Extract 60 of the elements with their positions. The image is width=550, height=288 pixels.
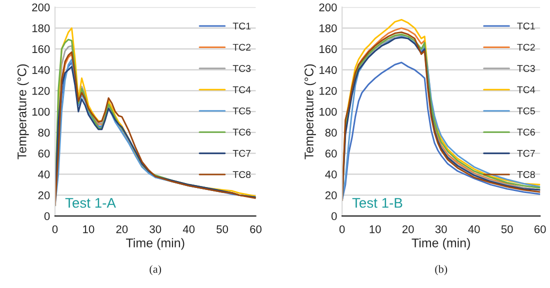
text: (b)	[435, 265, 448, 276]
y-tick-label: 0	[44, 212, 50, 220]
x-tick-label: 50	[501, 225, 513, 234]
y-axis-title: Temperature (°C)	[304, 64, 316, 160]
y-tick-label: 60	[325, 150, 337, 158]
y-tick-label: 60	[38, 150, 50, 158]
x-axis-title: Time (min)	[126, 238, 184, 250]
x-axis-title: Time (min)	[412, 238, 470, 250]
x-tick-label: 30	[150, 225, 162, 234]
x-tick-label: 0	[339, 225, 345, 234]
legend-label: TC1	[232, 22, 251, 30]
legend-label: TC4	[232, 86, 251, 94]
y-tick-label: 20	[325, 191, 337, 200]
x-tick-label: 50	[216, 225, 228, 234]
y-tick-label: 160	[320, 45, 337, 54]
y-tick-label: 120	[320, 86, 337, 95]
x-tick-label: 60	[250, 225, 262, 234]
y-tick-label: 40	[38, 170, 50, 178]
y-tick-label: 200	[32, 3, 50, 12]
legend-label: TC8	[517, 171, 535, 178]
y-tick-label: 80	[38, 128, 50, 137]
y-tick-label: 40	[325, 170, 337, 178]
y-tick-label: 0	[331, 212, 337, 220]
y-tick-label: 180	[32, 24, 50, 32]
x-tick-label: 30	[435, 225, 447, 234]
y-axis-title: Temperature (°C)	[17, 64, 29, 160]
annotation: Test 1-B	[352, 198, 402, 208]
legend-label: TC3	[517, 65, 535, 72]
legend-label: TC2	[232, 44, 251, 51]
legend-label: TC1	[517, 22, 535, 30]
legend-label: TC7	[517, 150, 535, 157]
x-tick-label: 40	[468, 225, 480, 234]
x-tick-label: 20	[116, 225, 128, 234]
y-tick-label: 140	[32, 66, 50, 74]
x-tick-label: 20	[402, 225, 414, 234]
y-tick-label: 80	[325, 128, 337, 137]
x-tick-label: 10	[370, 225, 381, 234]
y-tick-label: 20	[38, 191, 50, 200]
x-tick-label: 40	[182, 225, 195, 234]
legend-label: TC3	[232, 65, 251, 72]
legend-label: TC8	[232, 171, 251, 178]
annotation: Test 1-A	[65, 198, 116, 208]
y-tick-label: 100	[32, 108, 50, 116]
text: (a)	[150, 265, 162, 276]
y-tick-label: 140	[320, 66, 337, 74]
x-tick-label: 60	[534, 225, 546, 234]
y-tick-label: 100	[320, 108, 337, 116]
legend-label: TC6	[232, 128, 251, 136]
legend-label: TC2	[517, 44, 535, 51]
x-tick-label: 0	[52, 225, 58, 234]
legend-label: TC5	[517, 107, 535, 114]
legend-label: TC5	[232, 107, 251, 114]
x-tick-label: 10	[83, 225, 94, 234]
y-tick-label: 120	[32, 86, 50, 95]
y-tick-label: 200	[319, 3, 337, 12]
y-tick-label: 180	[320, 24, 337, 32]
legend-label: TC7	[232, 150, 251, 157]
legend-label: TC4	[517, 86, 536, 94]
legend-label: TC6	[517, 128, 535, 136]
y-tick-label: 160	[32, 45, 50, 54]
